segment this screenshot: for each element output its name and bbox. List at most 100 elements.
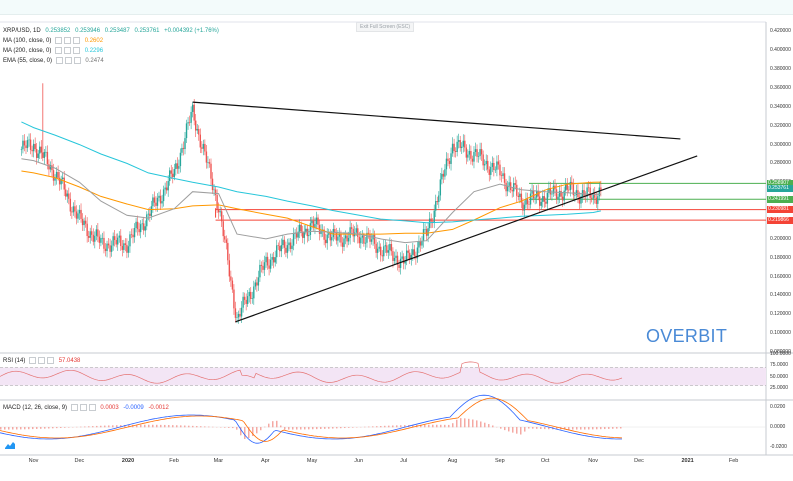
settings-icon[interactable]: [79, 404, 87, 411]
candle-body: [42, 152, 44, 158]
candle-body: [309, 223, 312, 235]
macd-histogram-bar: [88, 426, 90, 428]
indicator-legend-ma100[interactable]: MA (100, close, 0) 0.2602: [3, 37, 103, 45]
candle-body: [133, 227, 136, 238]
candle-body: [68, 193, 70, 199]
candle-body: [376, 248, 379, 253]
macd-histogram-bar: [292, 427, 294, 430]
macd-histogram-bar: [600, 427, 602, 430]
macd-histogram-bar: [0, 427, 2, 430]
macd-histogram-bar: [252, 427, 254, 437]
macd-histogram-bar: [620, 427, 622, 429]
candle-body: [312, 220, 315, 228]
candle-body: [514, 183, 516, 185]
candle-body: [360, 237, 362, 244]
macd-histogram-bar: [28, 427, 30, 430]
candle-body: [569, 181, 571, 191]
close-icon[interactable]: [47, 357, 55, 364]
candle-body: [155, 202, 157, 206]
candle-body: [337, 236, 339, 241]
candle-body: [172, 173, 174, 178]
candle-body: [169, 170, 171, 182]
indicator-legend-ema55[interactable]: EMA (55, close, 0) 0.2474: [3, 57, 104, 65]
candle-body: [508, 182, 510, 186]
visibility-icon[interactable]: [29, 357, 37, 364]
candle-body: [506, 185, 509, 192]
top-bar: [0, 0, 793, 15]
candle-body: [575, 190, 578, 196]
candle-body: [190, 111, 192, 123]
candle-body: [589, 187, 591, 198]
candle-body: [517, 195, 520, 197]
candle-body: [493, 162, 495, 170]
macd-legend[interactable]: MACD (12, 26, close, 9) 0.0003 -0.0009 -…: [3, 404, 169, 411]
candle-body: [259, 264, 261, 278]
macd-histogram-bar: [616, 427, 618, 429]
candle-body: [54, 178, 56, 181]
candle-body: [279, 245, 281, 252]
tradingview-logo-icon[interactable]: [5, 436, 15, 454]
visibility-icon[interactable]: [55, 57, 63, 64]
candle-body: [600, 187, 602, 191]
candle-body: [332, 228, 335, 238]
candle-body: [118, 235, 120, 238]
candle-body: [519, 193, 521, 197]
macd-histogram-bar: [208, 426, 210, 428]
candle-body: [257, 277, 260, 286]
candle-body: [43, 151, 46, 158]
macd-histogram-bar: [472, 419, 474, 428]
candle-body: [69, 198, 72, 212]
visibility-icon[interactable]: [55, 47, 63, 54]
settings-icon[interactable]: [64, 47, 72, 54]
settings-icon[interactable]: [38, 357, 46, 364]
candle-body: [529, 193, 532, 205]
close-icon[interactable]: [73, 47, 81, 54]
candle-body: [465, 147, 468, 158]
candle-body: [213, 189, 215, 191]
macd-tick-label: 0.0200: [770, 404, 786, 410]
candle-body: [97, 229, 99, 237]
candle-body: [87, 236, 90, 238]
candle-body: [37, 153, 39, 158]
price-tag-label: 0.219866: [767, 216, 793, 224]
candle-body: [580, 196, 582, 204]
indicator-legend-ma200[interactable]: MA (200, close, 0) 0.2296: [3, 47, 103, 55]
candle-body: [453, 143, 455, 152]
macd-histogram-bar: [332, 427, 334, 429]
candle-body: [193, 104, 195, 121]
settings-icon[interactable]: [64, 37, 72, 44]
visibility-icon[interactable]: [55, 37, 63, 44]
macd-histogram-bar: [492, 425, 494, 428]
candle-body: [182, 147, 185, 150]
price-tick-label: 0.100000: [770, 330, 791, 337]
price-tick-label: 0.400000: [770, 47, 791, 54]
candle-body: [531, 190, 533, 194]
close-icon[interactable]: [73, 57, 81, 64]
close-icon[interactable]: [73, 37, 81, 44]
candle-body: [198, 128, 200, 135]
indicator-value: 0.2296: [84, 48, 104, 55]
candle-body: [315, 217, 318, 225]
close-icon[interactable]: [88, 404, 96, 411]
candle-body: [344, 235, 347, 239]
candle-body: [161, 201, 163, 204]
candle-body: [513, 183, 515, 192]
macd-histogram-bar: [120, 425, 122, 428]
candle-body: [386, 245, 388, 253]
candle-body: [185, 123, 188, 139]
rsi-legend[interactable]: RSI (14) 57.0438: [3, 357, 80, 364]
time-tick-label: 2021: [681, 458, 694, 464]
candle-body: [595, 197, 597, 204]
visibility-icon[interactable]: [70, 404, 78, 411]
macd-histogram-bar: [348, 427, 350, 428]
candle-body: [396, 255, 399, 265]
settings-icon[interactable]: [64, 57, 72, 64]
candle-body: [439, 179, 442, 196]
candle-body: [80, 209, 82, 219]
candle-body: [60, 179, 62, 185]
candle-body: [470, 150, 472, 159]
candle-body: [115, 239, 117, 245]
candle-body: [430, 218, 432, 222]
symbol-name[interactable]: XRP/USD, 1D: [3, 28, 41, 34]
